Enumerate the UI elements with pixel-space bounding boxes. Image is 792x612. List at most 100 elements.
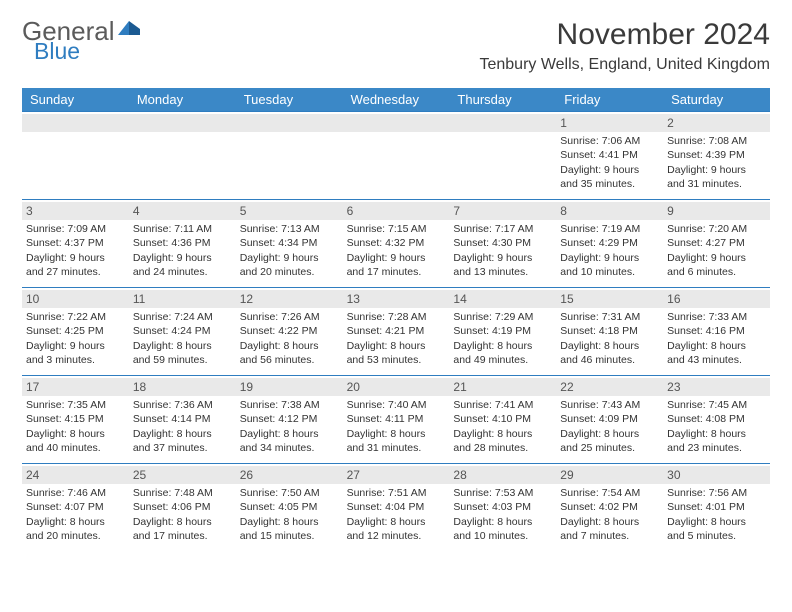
day-cell: 24Sunrise: 7:46 AMSunset: 4:07 PMDayligh… [22, 463, 129, 551]
day-number: 6 [343, 202, 450, 220]
empty-day-cell [236, 111, 343, 199]
sunset-line: Sunset: 4:02 PM [560, 500, 659, 514]
daylight-line: Daylight: 8 hours and 34 minutes. [240, 427, 339, 455]
day-cell: 21Sunrise: 7:41 AMSunset: 4:10 PMDayligh… [449, 375, 556, 463]
day-cell: 4Sunrise: 7:11 AMSunset: 4:36 PMDaylight… [129, 199, 236, 287]
logo-text-blue: Blue [34, 40, 140, 63]
weekday-header: Thursday [449, 88, 556, 111]
weekday-header: Saturday [663, 88, 770, 111]
sunset-line: Sunset: 4:09 PM [560, 412, 659, 426]
sunrise-line: Sunrise: 7:08 AM [667, 134, 766, 148]
daylight-line: Daylight: 9 hours and 10 minutes. [560, 251, 659, 279]
sunset-line: Sunset: 4:36 PM [133, 236, 232, 250]
day-cell: 29 Sunrise: 7:54 AMSunset: 4:02 PMDayligh… [556, 463, 663, 551]
daylight-line: Daylight: 8 hours and 17 minutes. [133, 515, 232, 543]
day-number: 29 [556, 466, 663, 484]
daylight-line: Daylight: 9 hours and 24 minutes. [133, 251, 232, 279]
sunrise-line: Sunrise: 7:33 AM [667, 310, 766, 324]
sunset-line: Sunset: 4:16 PM [667, 324, 766, 338]
day-number: 9 [663, 202, 770, 220]
daylight-line: Daylight: 8 hours and 28 minutes. [453, 427, 552, 455]
daylight-line: Daylight: 9 hours and 13 minutes. [453, 251, 552, 279]
sunset-line: Sunset: 4:03 PM [453, 500, 552, 514]
daylight-line: Daylight: 9 hours and 20 minutes. [240, 251, 339, 279]
sunrise-line: Sunrise: 7:11 AM [133, 222, 232, 236]
daylight-line: Daylight: 9 hours and 35 minutes. [560, 163, 659, 191]
day-number: 2 [663, 114, 770, 132]
day-number: 11 [129, 290, 236, 308]
day-cell: 1 Sunrise: 7:06 AMSunset: 4:41 PMDaylight… [556, 111, 663, 199]
daylight-line: Daylight: 9 hours and 27 minutes. [26, 251, 125, 279]
day-cell: 3Sunrise: 7:09 AMSunset: 4:37 PMDaylight… [22, 199, 129, 287]
day-cell: 10Sunrise: 7:22 AMSunset: 4:25 PMDayligh… [22, 287, 129, 375]
empty-day-cell [343, 111, 450, 199]
sunset-line: Sunset: 4:27 PM [667, 236, 766, 250]
sunrise-line: Sunrise: 7:40 AM [347, 398, 446, 412]
weekday-header: Sunday [22, 88, 129, 111]
sunrise-line: Sunrise: 7:41 AM [453, 398, 552, 412]
day-cell: 6Sunrise: 7:15 AMSunset: 4:32 PMDaylight… [343, 199, 450, 287]
daylight-line: Daylight: 9 hours and 3 minutes. [26, 339, 125, 367]
sunrise-line: Sunrise: 7:54 AM [560, 486, 659, 500]
sunset-line: Sunset: 4:22 PM [240, 324, 339, 338]
sunrise-line: Sunrise: 7:20 AM [667, 222, 766, 236]
empty-day-cell [129, 111, 236, 199]
sunset-line: Sunset: 4:08 PM [667, 412, 766, 426]
day-number: 14 [449, 290, 556, 308]
weekday-header: Tuesday [236, 88, 343, 111]
sunrise-line: Sunrise: 7:46 AM [26, 486, 125, 500]
daylight-line: Daylight: 8 hours and 40 minutes. [26, 427, 125, 455]
day-cell: 16Sunrise: 7:33 AMSunset: 4:16 PMDayligh… [663, 287, 770, 375]
page-title: November 2024 [479, 18, 770, 52]
empty-day-cell [22, 111, 129, 199]
sunset-line: Sunset: 4:05 PM [240, 500, 339, 514]
daylight-line: Daylight: 8 hours and 15 minutes. [240, 515, 339, 543]
sunset-line: Sunset: 4:39 PM [667, 148, 766, 162]
day-number: 3 [22, 202, 129, 220]
day-number: 30 [663, 466, 770, 484]
day-number: 1 [556, 114, 663, 132]
daylight-line: Daylight: 8 hours and 10 minutes. [453, 515, 552, 543]
daylight-line: Daylight: 8 hours and 7 minutes. [560, 515, 659, 543]
day-number: 22 [556, 378, 663, 396]
weekday-header: Monday [129, 88, 236, 111]
day-cell: 27Sunrise: 7:51 AMSunset: 4:04 PMDayligh… [343, 463, 450, 551]
sunrise-line: Sunrise: 7:29 AM [453, 310, 552, 324]
day-number: 27 [343, 466, 450, 484]
sunrise-line: Sunrise: 7:48 AM [133, 486, 232, 500]
daylight-line: Daylight: 8 hours and 46 minutes. [560, 339, 659, 367]
daylight-line: Daylight: 8 hours and 43 minutes. [667, 339, 766, 367]
daylight-line: Daylight: 8 hours and 5 minutes. [667, 515, 766, 543]
sunrise-line: Sunrise: 7:06 AM [560, 134, 659, 148]
day-number: 24 [22, 466, 129, 484]
day-cell: 12Sunrise: 7:26 AMSunset: 4:22 PMDayligh… [236, 287, 343, 375]
sunset-line: Sunset: 4:24 PM [133, 324, 232, 338]
sunrise-line: Sunrise: 7:35 AM [26, 398, 125, 412]
sunset-line: Sunset: 4:30 PM [453, 236, 552, 250]
sunset-line: Sunset: 4:41 PM [560, 148, 659, 162]
day-number: 20 [343, 378, 450, 396]
day-number: 15 [556, 290, 663, 308]
day-cell: 15Sunrise: 7:31 AMSunset: 4:18 PMDayligh… [556, 287, 663, 375]
day-cell: 20Sunrise: 7:40 AMSunset: 4:11 PMDayligh… [343, 375, 450, 463]
sunset-line: Sunset: 4:19 PM [453, 324, 552, 338]
daylight-line: Daylight: 8 hours and 31 minutes. [347, 427, 446, 455]
daylight-line: Daylight: 8 hours and 59 minutes. [133, 339, 232, 367]
day-number: 26 [236, 466, 343, 484]
sunrise-line: Sunrise: 7:50 AM [240, 486, 339, 500]
day-cell: 13Sunrise: 7:28 AMSunset: 4:21 PMDayligh… [343, 287, 450, 375]
day-cell: 23Sunrise: 7:45 AMSunset: 4:08 PMDayligh… [663, 375, 770, 463]
day-cell: 7Sunrise: 7:17 AMSunset: 4:30 PMDaylight… [449, 199, 556, 287]
sunset-line: Sunset: 4:01 PM [667, 500, 766, 514]
sunset-line: Sunset: 4:15 PM [26, 412, 125, 426]
daylight-line: Daylight: 9 hours and 6 minutes. [667, 251, 766, 279]
day-cell: 30Sunrise: 7:56 AMSunset: 4:01 PMDayligh… [663, 463, 770, 551]
sunrise-line: Sunrise: 7:31 AM [560, 310, 659, 324]
day-number: 19 [236, 378, 343, 396]
sunset-line: Sunset: 4:37 PM [26, 236, 125, 250]
day-cell: 2Sunrise: 7:08 AMSunset: 4:39 PMDaylight… [663, 111, 770, 199]
sunrise-line: Sunrise: 7:45 AM [667, 398, 766, 412]
sunrise-line: Sunrise: 7:51 AM [347, 486, 446, 500]
weekday-header: Friday [556, 88, 663, 111]
daylight-line: Daylight: 8 hours and 37 minutes. [133, 427, 232, 455]
